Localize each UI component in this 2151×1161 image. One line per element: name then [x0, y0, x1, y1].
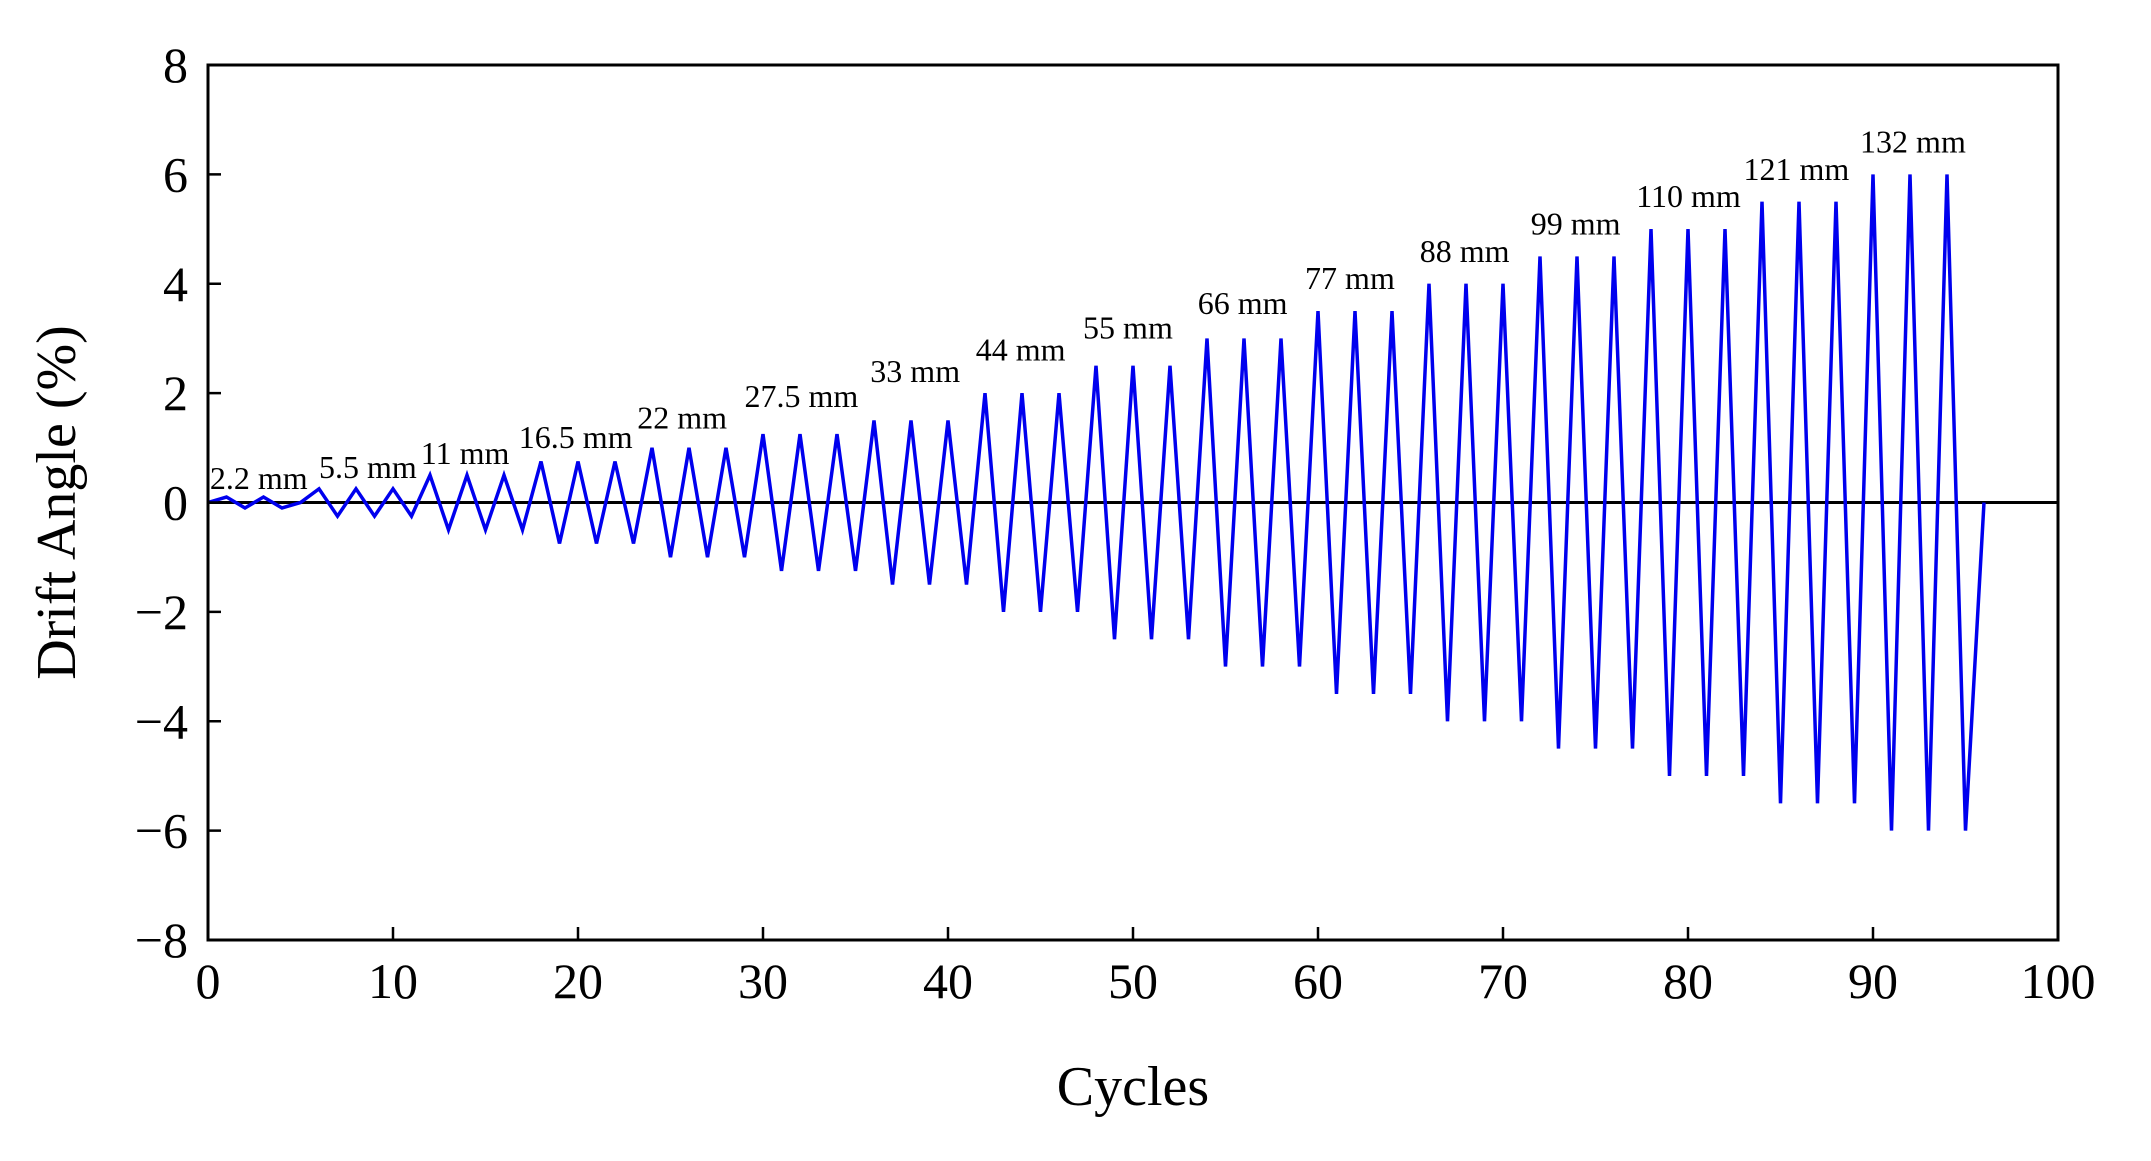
x-tick-label: 10: [368, 953, 418, 1009]
y-tick-label: −2: [135, 584, 188, 640]
x-axis-title: Cycles: [1057, 1056, 1209, 1118]
amplitude-annotation: 77 mm: [1305, 260, 1395, 296]
amplitude-annotation: 88 mm: [1420, 233, 1510, 269]
x-tick-label: 60: [1293, 953, 1343, 1009]
amplitude-annotation: 121 mm: [1744, 151, 1850, 187]
amplitude-annotation: 99 mm: [1531, 206, 1621, 242]
y-tick-label: 2: [163, 365, 188, 421]
amplitude-annotation: 44 mm: [976, 331, 1066, 367]
y-tick-label: 6: [163, 146, 188, 202]
x-tick-label: 80: [1663, 953, 1713, 1009]
y-tick-label: 4: [163, 256, 188, 312]
amplitude-annotation: 16.5 mm: [519, 419, 633, 455]
x-tick-label: 20: [553, 953, 603, 1009]
amplitude-annotation: 2.2 mm: [210, 460, 308, 496]
x-tick-label: 90: [1848, 953, 1898, 1009]
amplitude-annotation: 5.5 mm: [319, 449, 417, 485]
plot-marks: [207, 174, 2058, 831]
amplitude-annotation: 22 mm: [637, 400, 727, 436]
axis-tick-labels: 0 10 20 30 40 50 60 70 80 90 100 −8 −6 −4 −2 0 2 4 6 8: [135, 37, 2096, 1009]
y-tick-label: −6: [135, 803, 188, 859]
amplitude-annotation: 11 mm: [421, 435, 510, 471]
x-tick-label: 40: [923, 953, 973, 1009]
y-tick-label: 0: [163, 475, 188, 531]
amplitude-annotation: 110 mm: [1636, 178, 1741, 214]
amplitude-annotation: 66 mm: [1198, 285, 1288, 321]
y-tick-label: 8: [163, 37, 188, 93]
amplitude-annotation: 132 mm: [1860, 124, 1966, 160]
y-axis-title: Drift Angle (%): [26, 325, 88, 680]
x-tick-label: 50: [1108, 953, 1158, 1009]
x-tick-label: 30: [738, 953, 788, 1009]
amplitude-annotation: 27.5 mm: [745, 378, 859, 414]
x-tick-label: 100: [2021, 953, 2096, 1009]
amplitude-annotation: 55 mm: [1083, 309, 1173, 345]
amplitude-annotation: 33 mm: [870, 353, 960, 389]
x-tick-label: 70: [1478, 953, 1528, 1009]
y-tick-label: −4: [135, 693, 188, 749]
x-tick-label: 0: [196, 953, 221, 1009]
series-line-0: [207, 174, 1986, 831]
y-tick-label: −8: [135, 912, 188, 968]
axis-ticks: [206, 63, 2060, 942]
